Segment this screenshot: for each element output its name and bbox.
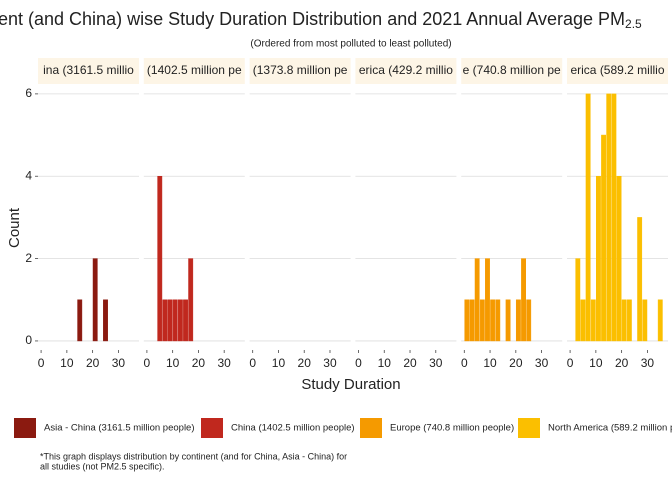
- strip-label: (1373.8 million pe: [253, 63, 348, 77]
- title-subscript: 2.5: [625, 17, 642, 31]
- x-tick-label: 10: [589, 356, 603, 370]
- bar: [157, 175, 163, 342]
- x-tick-label: 30: [112, 356, 126, 370]
- x-tick-label: 20: [192, 356, 206, 370]
- bar: [601, 134, 607, 342]
- bar: [642, 299, 648, 342]
- strip-label: erica (589.2 millio: [570, 63, 664, 77]
- x-tick-label: 0: [355, 356, 362, 370]
- bar: [464, 299, 470, 342]
- facet-panel: (1373.8 million pe 0 10 20 30: [249, 58, 351, 370]
- bar: [77, 299, 83, 342]
- strip-background: [249, 58, 351, 84]
- strip-label: ina (3161.5 millio: [43, 63, 134, 77]
- bar: [616, 175, 622, 342]
- bar: [515, 299, 521, 342]
- bar: [479, 299, 485, 342]
- bar: [162, 299, 168, 342]
- facet-panel: erica (429.2 millio 0 10 20 30: [355, 58, 457, 370]
- x-tick-label: 20: [509, 356, 523, 370]
- legend-swatch: [360, 418, 382, 438]
- legend-label: Asia - China (3161.5 million people): [44, 423, 195, 434]
- strip-background: [355, 58, 457, 84]
- x-tick-label: 30: [429, 356, 443, 370]
- y-tick-label: 2: [25, 251, 32, 265]
- bar: [490, 299, 496, 342]
- x-axis-label: Study Duration: [301, 376, 400, 393]
- legend-swatch: [518, 418, 540, 438]
- strip-background: [461, 58, 563, 84]
- x-tick-label: 20: [86, 356, 100, 370]
- bar: [621, 299, 627, 342]
- strip-background: [567, 58, 668, 84]
- x-tick-label: 0: [249, 356, 256, 370]
- legend-label: Europe (740.8 million people): [390, 423, 514, 434]
- x-tick-label: 10: [60, 356, 74, 370]
- bar: [177, 299, 183, 342]
- facet-panel: erica (589.2 millio 0 10 20 30: [567, 58, 668, 370]
- legend-label: North America (589.2 million p: [548, 423, 672, 434]
- bar: [521, 258, 526, 342]
- x-tick-label: 10: [378, 356, 392, 370]
- x-tick-label: 20: [615, 356, 629, 370]
- x-tick-label: 10: [166, 356, 180, 370]
- bar: [183, 299, 188, 342]
- strip-label: (1402.5 million pe: [147, 63, 242, 77]
- x-tick-label: 30: [641, 356, 655, 370]
- bar: [575, 258, 581, 342]
- bar: [188, 258, 194, 342]
- bar: [526, 299, 532, 342]
- bar: [606, 93, 612, 342]
- bar: [103, 299, 108, 342]
- footnote: *This graph displays distribution by con…: [40, 451, 347, 461]
- facet-panel: ina (3161.5 millio 0 10 20 30: [38, 58, 139, 370]
- bar: [505, 299, 511, 342]
- bar: [167, 299, 173, 342]
- x-tick-label: 0: [144, 356, 151, 370]
- x-tick-label: 0: [567, 356, 574, 370]
- bar: [485, 258, 490, 342]
- bar: [495, 299, 501, 342]
- bar: [611, 93, 617, 342]
- x-tick-label: 0: [38, 356, 45, 370]
- footnote: all studies (not PM2.5 specific).: [40, 461, 165, 471]
- x-tick-label: 10: [483, 356, 497, 370]
- strip-label: erica (429.2 millio: [359, 63, 453, 77]
- y-tick-label: 4: [25, 168, 32, 182]
- bar: [590, 299, 596, 342]
- chart-title: ent (and China) wise Study Duration Dist…: [0, 9, 642, 31]
- x-tick-label: 20: [298, 356, 312, 370]
- x-tick-label: 10: [272, 356, 286, 370]
- subtitle: (Ordered from most polluted to least pol…: [250, 39, 451, 50]
- x-tick-label: 30: [323, 356, 337, 370]
- title-text: ent (and China) wise Study Duration Dist…: [0, 9, 625, 29]
- strip-background: [143, 58, 245, 84]
- x-tick-label: 30: [218, 356, 232, 370]
- bar: [626, 299, 632, 342]
- y-tick-label: 6: [25, 86, 32, 100]
- y-tick-label: 0: [25, 333, 32, 347]
- bar: [172, 299, 178, 342]
- legend-label: China (1402.5 million people): [231, 423, 355, 434]
- x-tick-label: 0: [461, 356, 468, 370]
- bar: [92, 258, 98, 342]
- facet-panel: e (740.8 million pe 0 10 20 30: [461, 58, 563, 370]
- bar: [585, 93, 591, 342]
- y-axis-label: Count: [6, 207, 23, 248]
- strip-label: e (740.8 million pe: [463, 63, 561, 77]
- bar: [469, 299, 475, 342]
- x-tick-label: 20: [403, 356, 417, 370]
- bar: [474, 258, 480, 342]
- x-tick-label: 30: [535, 356, 549, 370]
- bar: [580, 299, 586, 342]
- bar: [596, 175, 601, 342]
- strip-background: [38, 58, 139, 84]
- legend-swatch: [14, 418, 36, 438]
- legend-swatch: [201, 418, 223, 438]
- bar: [637, 217, 643, 342]
- bar: [657, 299, 663, 342]
